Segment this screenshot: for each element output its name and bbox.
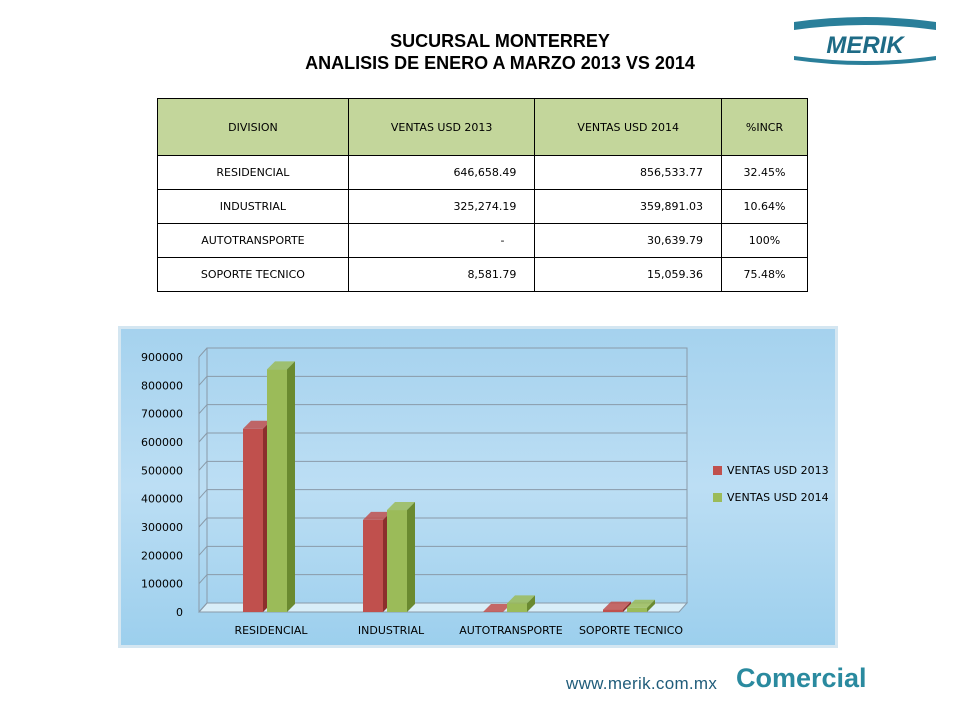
x-tick-label: SOPORTE TECNICO	[579, 624, 683, 637]
y-tick-label: 400000	[141, 493, 183, 506]
website-url[interactable]: www.merik.com.mx	[566, 674, 718, 693]
gridline-diagonal	[198, 461, 208, 471]
report-title: SUCURSAL MONTERREY	[390, 31, 610, 51]
bar-front	[603, 609, 623, 612]
bar-top	[603, 601, 631, 610]
bar-side	[527, 595, 535, 612]
gridline-diagonal	[198, 574, 208, 584]
header-ventas-2013: VENTAS USD 2013	[347, 98, 535, 156]
cell-2014: 15,059.36	[534, 257, 722, 292]
x-tick-label: INDUSTRIAL	[358, 624, 425, 637]
bar-chart: 0 100000 200000 300000 400000 500000 600000 700…	[141, 347, 829, 637]
sales-table: DIVISION VENTAS USD 2013 VENTAS USD 2014…	[157, 98, 808, 292]
brand-wordmark: Comercial	[736, 663, 867, 693]
legend-label: VENTAS USD 2013	[727, 464, 829, 477]
table-header-row: DIVISION VENTAS USD 2013 VENTAS USD 2014…	[157, 98, 808, 156]
gridline-diagonal	[198, 404, 208, 414]
cell-2013: 325,274.19	[347, 189, 535, 224]
gridline-diagonal	[198, 546, 208, 556]
cell-incr: 75.48%	[721, 257, 808, 292]
y-tick-label: 900000	[141, 351, 183, 364]
cell-2014: 856,533.77	[534, 155, 722, 190]
table-row: SOPORTE TECNICO 8,581.79 15,059.36 75.48…	[157, 257, 808, 292]
y-tick-label: 500000	[141, 464, 183, 477]
cell-2014: 359,891.03	[534, 189, 722, 224]
cell-division: RESIDENCIAL	[157, 155, 349, 190]
bar-front	[387, 510, 407, 612]
cell-incr: 32.45%	[721, 155, 808, 190]
cell-division: INDUSTRIAL	[157, 189, 349, 224]
gridline-diagonal	[198, 489, 208, 499]
gridline-diagonal	[198, 376, 208, 386]
bar-top	[243, 420, 271, 429]
cell-2014: 30,639.79	[534, 223, 722, 258]
bar-front	[627, 607, 647, 612]
bar-top	[267, 361, 295, 370]
legend-swatch	[713, 493, 722, 502]
gridline-diagonal	[198, 602, 208, 613]
logo-arc	[794, 17, 936, 30]
bar-chart-panel: 0 100000 200000 300000 400000 500000 600000 700…	[118, 326, 838, 648]
x-tick-label: AUTOTRANSPORTE	[459, 624, 562, 637]
table-row: INDUSTRIAL 325,274.19 359,891.03 10.64%	[157, 189, 808, 224]
bar-top	[627, 599, 655, 608]
bar-front	[243, 428, 263, 612]
bar-side	[287, 361, 295, 612]
report-subtitle: ANALISIS DE ENERO A MARZO 2013 VS 2014	[305, 53, 695, 73]
cell-division: AUTOTRANSPORTE	[157, 223, 349, 258]
bar-top	[387, 502, 415, 511]
header-ventas-2014: VENTAS USD 2014	[534, 98, 722, 156]
gridline-diagonal	[198, 347, 208, 358]
cell-incr: 10.64%	[721, 189, 808, 224]
table-row: AUTOTRANSPORTE - 30,639.79 100%	[157, 223, 808, 258]
header-division: DIVISION	[157, 98, 349, 156]
cell-2013: -	[347, 223, 535, 258]
cell-division: SOPORTE TECNICO	[157, 257, 349, 292]
logo-base-arc	[794, 56, 936, 65]
y-tick-label: 200000	[141, 549, 183, 562]
cell-2013: 8,581.79	[347, 257, 535, 292]
y-tick-label: 700000	[141, 408, 183, 421]
gridline-diagonal	[198, 517, 208, 528]
legend-swatch	[713, 466, 722, 475]
y-tick-label: 100000	[141, 578, 183, 591]
bar-top	[483, 604, 511, 612]
gridline-diagonal	[198, 432, 208, 443]
legend-label: VENTAS USD 2014	[727, 491, 829, 504]
y-tick-label: 800000	[141, 379, 183, 392]
y-tick-label: 600000	[141, 436, 183, 449]
logo-text: MERIK	[826, 32, 905, 59]
bar-top	[507, 595, 535, 604]
y-tick-label: 300000	[141, 521, 183, 534]
x-tick-label: RESIDENCIAL	[234, 624, 308, 637]
cell-incr: 100%	[721, 223, 808, 258]
bar-side	[407, 502, 415, 612]
bar-top	[363, 511, 391, 520]
bar-front	[507, 603, 527, 612]
bar-front	[363, 519, 383, 612]
cell-2013: 646,658.49	[347, 155, 535, 190]
bar-front	[267, 369, 287, 612]
merik-logo: MERIK	[794, 17, 936, 65]
bar-side	[623, 601, 631, 612]
table-row: RESIDENCIAL 646,658.49 856,533.77 32.45%	[157, 155, 808, 190]
y-tick-label: 0	[176, 606, 183, 619]
bar-side	[647, 599, 655, 612]
header-incr: %INCR	[721, 98, 808, 156]
